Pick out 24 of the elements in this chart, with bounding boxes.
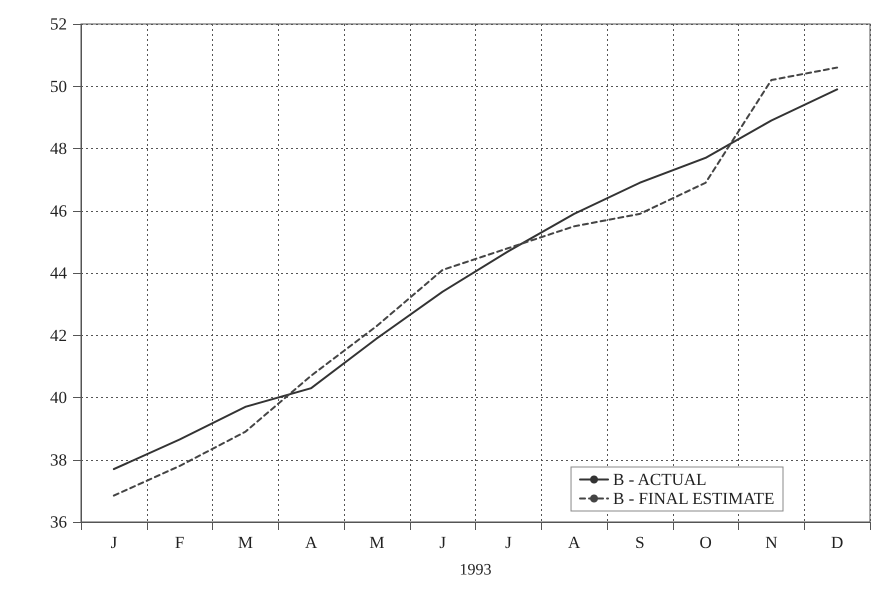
y-tick-label: 42 xyxy=(50,326,67,345)
y-tick-label: 44 xyxy=(50,264,68,282)
y-tick-label: 52 xyxy=(50,14,67,34)
x-axis-title: 1993 xyxy=(460,562,492,578)
x-tick-label: N xyxy=(765,533,778,552)
y-tick-label: 48 xyxy=(50,139,67,158)
y-tick-label: 40 xyxy=(50,388,67,407)
x-tick-label: S xyxy=(635,533,645,552)
x-tick-label: F xyxy=(174,533,184,552)
x-tick-label: O xyxy=(699,533,712,552)
x-tick-label: A xyxy=(304,533,318,552)
y-tick-label: 50 xyxy=(50,76,67,96)
y-tick-label: 36 xyxy=(50,512,67,532)
x-tick-label: M xyxy=(238,533,253,552)
legend-label: B - ACTUAL xyxy=(613,470,707,489)
x-tick-label: J xyxy=(439,533,446,552)
x-tick-label: A xyxy=(568,533,581,552)
y-tick-label: 46 xyxy=(50,201,67,220)
legend-label: B - FINAL ESTIMATE xyxy=(613,489,774,508)
y-tick-label: 38 xyxy=(50,450,67,470)
x-tick-label: M xyxy=(369,533,384,552)
x-tick-label: D xyxy=(830,533,844,552)
x-tick-label: J xyxy=(505,533,512,552)
x-tick-label: J xyxy=(110,533,118,552)
